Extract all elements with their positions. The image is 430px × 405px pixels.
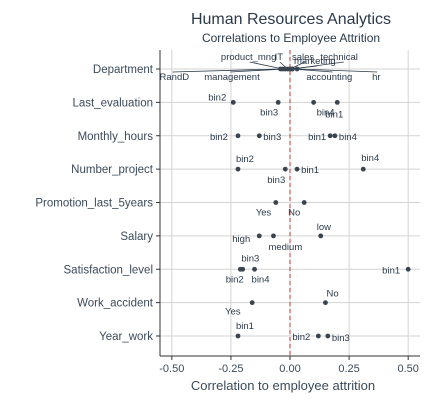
x-axis-label: Correlation to employee attrition <box>191 378 375 393</box>
point-label: IT <box>275 52 284 63</box>
data-point <box>287 66 293 72</box>
point-label: No <box>288 208 300 219</box>
point-label: high <box>232 234 250 245</box>
label-leader-line <box>172 68 281 73</box>
category-label: Last_evaluation <box>72 97 153 109</box>
point-label: bin3 <box>241 253 259 264</box>
point-label: bin2 <box>236 154 254 165</box>
category-label: Year_work <box>99 331 153 343</box>
axis-layer <box>156 50 420 360</box>
point-label: bin4 <box>252 274 270 285</box>
category-labels: Department Last_evaluation Monthly_hours Nu… <box>35 64 153 343</box>
point-label: sales <box>292 52 314 63</box>
data-point <box>230 99 236 105</box>
point-label: bin3 <box>263 132 281 143</box>
point-label: bin1 <box>236 321 254 332</box>
category-label: Satisfaction_level <box>64 264 154 276</box>
category-label: Number_project <box>71 164 154 176</box>
data-point <box>235 333 241 339</box>
x-tick-label: 0.25 <box>338 363 359 375</box>
x-tick-labels: -0.50 -0.25 0.00 0.25 0.50 <box>159 363 419 375</box>
point-label: bin1 <box>301 165 319 176</box>
point-label: accounting <box>306 72 352 83</box>
point-label: bin1 <box>308 132 326 143</box>
data-point <box>405 266 411 272</box>
point-label: No <box>326 289 338 300</box>
data-point <box>240 266 246 272</box>
point-label: Yes <box>225 307 241 318</box>
data-point <box>318 233 324 239</box>
data-point <box>282 66 288 72</box>
data-point <box>275 99 281 105</box>
point-label: RandD <box>160 72 190 83</box>
data-point <box>301 200 307 205</box>
data-point <box>271 233 276 239</box>
data-point <box>294 66 300 72</box>
data-point <box>235 166 241 172</box>
chart-title: Human Resources Analytics <box>191 11 391 28</box>
data-point <box>235 133 241 139</box>
chart-subtitle: Correlations to Employee Attrition <box>202 31 380 45</box>
point-label: bin3 <box>267 175 285 186</box>
data-point <box>294 166 300 172</box>
point-label: technical <box>320 52 358 63</box>
data-point <box>256 233 262 239</box>
data-point <box>323 300 328 306</box>
point-label: bin2 <box>208 92 226 103</box>
label-leader-line <box>249 61 283 70</box>
data-point <box>325 333 331 339</box>
label-leader-line <box>297 68 378 73</box>
point-label: product_mng <box>221 52 276 63</box>
label-leader-lines <box>172 61 378 73</box>
x-tick-label: 0.00 <box>279 363 300 375</box>
x-tick-label: -0.25 <box>218 363 243 375</box>
point-label: bin4 <box>361 153 379 164</box>
point-label: hr <box>372 72 380 83</box>
point-label: bin3 <box>332 333 350 344</box>
point-label: medium <box>268 242 302 253</box>
point-label: bin4 <box>339 132 357 143</box>
data-point <box>278 66 283 72</box>
data-point <box>282 166 288 172</box>
point-label: bin3 <box>260 107 278 118</box>
data-point <box>327 133 333 139</box>
data-point <box>252 266 257 272</box>
data-point <box>315 333 321 339</box>
category-label: Work_accident <box>77 298 154 310</box>
label-leader-line <box>230 68 286 73</box>
data-point <box>334 99 340 105</box>
point-label: bin2 <box>210 132 228 143</box>
point-label: management <box>204 72 260 83</box>
point-label: bin2 <box>226 274 244 285</box>
point-label: marketing <box>294 56 336 67</box>
category-label: Department <box>93 64 154 76</box>
category-label: Salary <box>120 231 153 243</box>
data-point <box>360 166 366 172</box>
point-label: low <box>317 222 331 233</box>
point-label: bin4 <box>317 107 335 118</box>
point-label: bin1 <box>382 265 400 276</box>
x-tick-label: -0.50 <box>159 363 184 375</box>
data-point <box>311 99 317 105</box>
data-point <box>332 133 338 139</box>
point-label: bin2 <box>292 332 310 343</box>
data-point <box>256 133 262 139</box>
data-point <box>273 200 279 205</box>
point-label: Yes <box>256 208 272 219</box>
x-tick-label: 0.50 <box>397 363 418 375</box>
data-points <box>230 66 411 339</box>
category-label: Monthly_hours <box>78 131 154 143</box>
point-label: bin1 <box>325 109 343 120</box>
category-label: Promotion_last_5years <box>35 198 153 210</box>
data-point <box>249 300 255 306</box>
